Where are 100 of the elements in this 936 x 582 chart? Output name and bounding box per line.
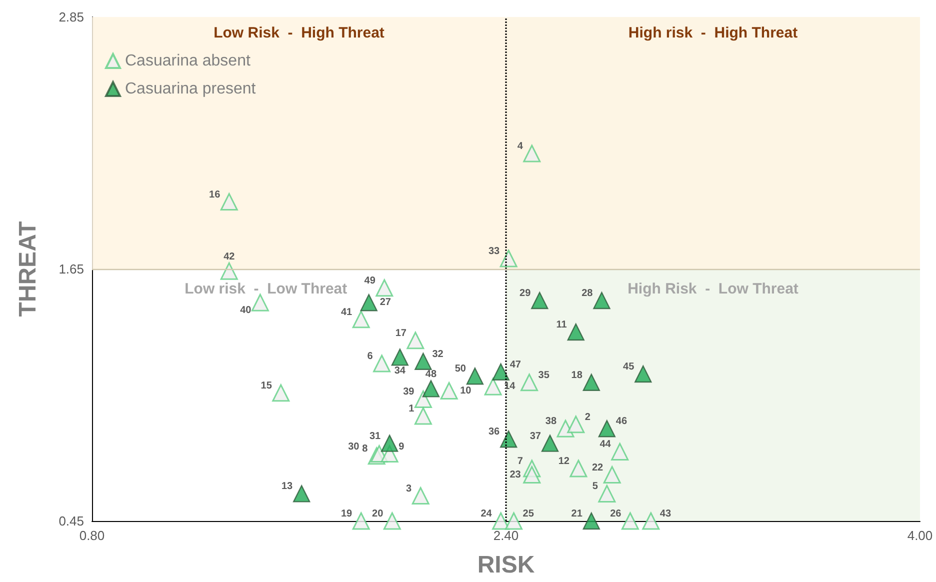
point (541, 434, 559, 452)
annotation: 40 (240, 305, 252, 316)
point (373, 354, 391, 372)
annotation: 31 (369, 430, 381, 442)
point (492, 363, 510, 380)
point (272, 384, 290, 402)
point (492, 512, 510, 530)
annotation: 24 (480, 508, 492, 520)
annotation: 11 (556, 320, 568, 330)
point (380, 434, 398, 452)
x-tick-label: 2.40 (493, 528, 519, 543)
point (412, 487, 430, 505)
y-tick-label: 0.45 (58, 514, 84, 528)
point (567, 323, 584, 341)
annotation: 6 (367, 351, 374, 362)
x-tick-label: 0.80 (79, 528, 105, 543)
point (484, 378, 502, 396)
annotation: 16 (209, 189, 221, 200)
point (556, 420, 574, 438)
annotation: 33 (488, 246, 500, 257)
annotation: 38 (545, 416, 557, 428)
point (531, 292, 548, 310)
y-tick-label: 2.85 (58, 10, 84, 24)
annotation: Low Risk - High Threat (214, 24, 384, 42)
annotation: 46 (616, 416, 628, 428)
x-tick-label: 4.00 (907, 528, 933, 543)
legend-label: Casuarina present (125, 80, 256, 98)
annotation: 19 (340, 508, 353, 520)
point (523, 144, 541, 162)
point (611, 442, 629, 460)
annotation: 36 (488, 426, 500, 438)
annotation: 4 (517, 141, 524, 152)
annotation: 14 (504, 381, 516, 392)
annotation: 34 (394, 366, 406, 377)
point (520, 374, 538, 392)
annotation: 7 (517, 456, 524, 467)
point (466, 368, 484, 385)
annotation: 3 (406, 483, 412, 494)
point (383, 512, 401, 530)
point (567, 416, 585, 434)
annotation: 23 (510, 469, 522, 480)
point (598, 420, 616, 438)
point (523, 466, 541, 484)
point (220, 193, 238, 211)
point (422, 380, 440, 398)
annotation: 49 (364, 275, 376, 286)
y-axis-title: THREAT (14, 220, 42, 317)
annotation: High Risk - Low Threat (628, 280, 798, 298)
annotation: 45 (623, 362, 635, 372)
annotation: 41 (340, 306, 353, 318)
point (505, 512, 523, 530)
annotation: 22 (592, 462, 604, 474)
point (391, 348, 409, 366)
annotation: 28 (582, 288, 594, 299)
point (414, 390, 432, 408)
annotation: 35 (538, 370, 550, 381)
annotation: 39 (403, 386, 415, 398)
point (414, 352, 432, 370)
point (376, 279, 394, 297)
annotation: 12 (558, 456, 570, 467)
annotation: 48 (425, 369, 437, 380)
annotation: 32 (432, 348, 444, 360)
point (360, 294, 378, 312)
point (414, 407, 432, 425)
legend-label: Casuarina absent (125, 52, 251, 70)
y-tick-label: 1.65 (58, 262, 84, 276)
annotation: 20 (372, 508, 384, 520)
point (582, 374, 600, 391)
annotation: 18 (571, 370, 583, 381)
point (598, 484, 616, 502)
annotation: 8 (362, 443, 368, 454)
point (500, 430, 518, 448)
annotation: 47 (510, 359, 522, 370)
annotation: 43 (660, 508, 672, 520)
annotation: 15 (260, 380, 272, 392)
annotation: 10 (460, 385, 472, 396)
annotation: 17 (395, 328, 407, 339)
point (251, 294, 269, 312)
annotation: 42 (224, 252, 236, 263)
x-axis-title: RISK (477, 552, 536, 578)
point (352, 310, 370, 328)
annotation: 2 (584, 412, 591, 423)
annotation: 44 (600, 439, 612, 450)
annotation: Low risk - Low Threat (184, 280, 348, 298)
annotation: 9 (398, 441, 405, 452)
point (570, 460, 588, 478)
annotation: 25 (522, 508, 534, 520)
point (621, 512, 639, 530)
point (292, 485, 310, 502)
annotation: 26 (610, 508, 622, 520)
point (634, 365, 652, 383)
annotation: 37 (530, 430, 542, 442)
point (406, 332, 424, 350)
point (582, 512, 600, 530)
annotation: 30 (348, 441, 360, 452)
annotation: High risk - High Threat (628, 24, 798, 42)
annotation: 50 (454, 364, 466, 375)
point (642, 512, 660, 530)
annotation: 5 (592, 481, 598, 492)
annotation: 21 (571, 508, 583, 520)
